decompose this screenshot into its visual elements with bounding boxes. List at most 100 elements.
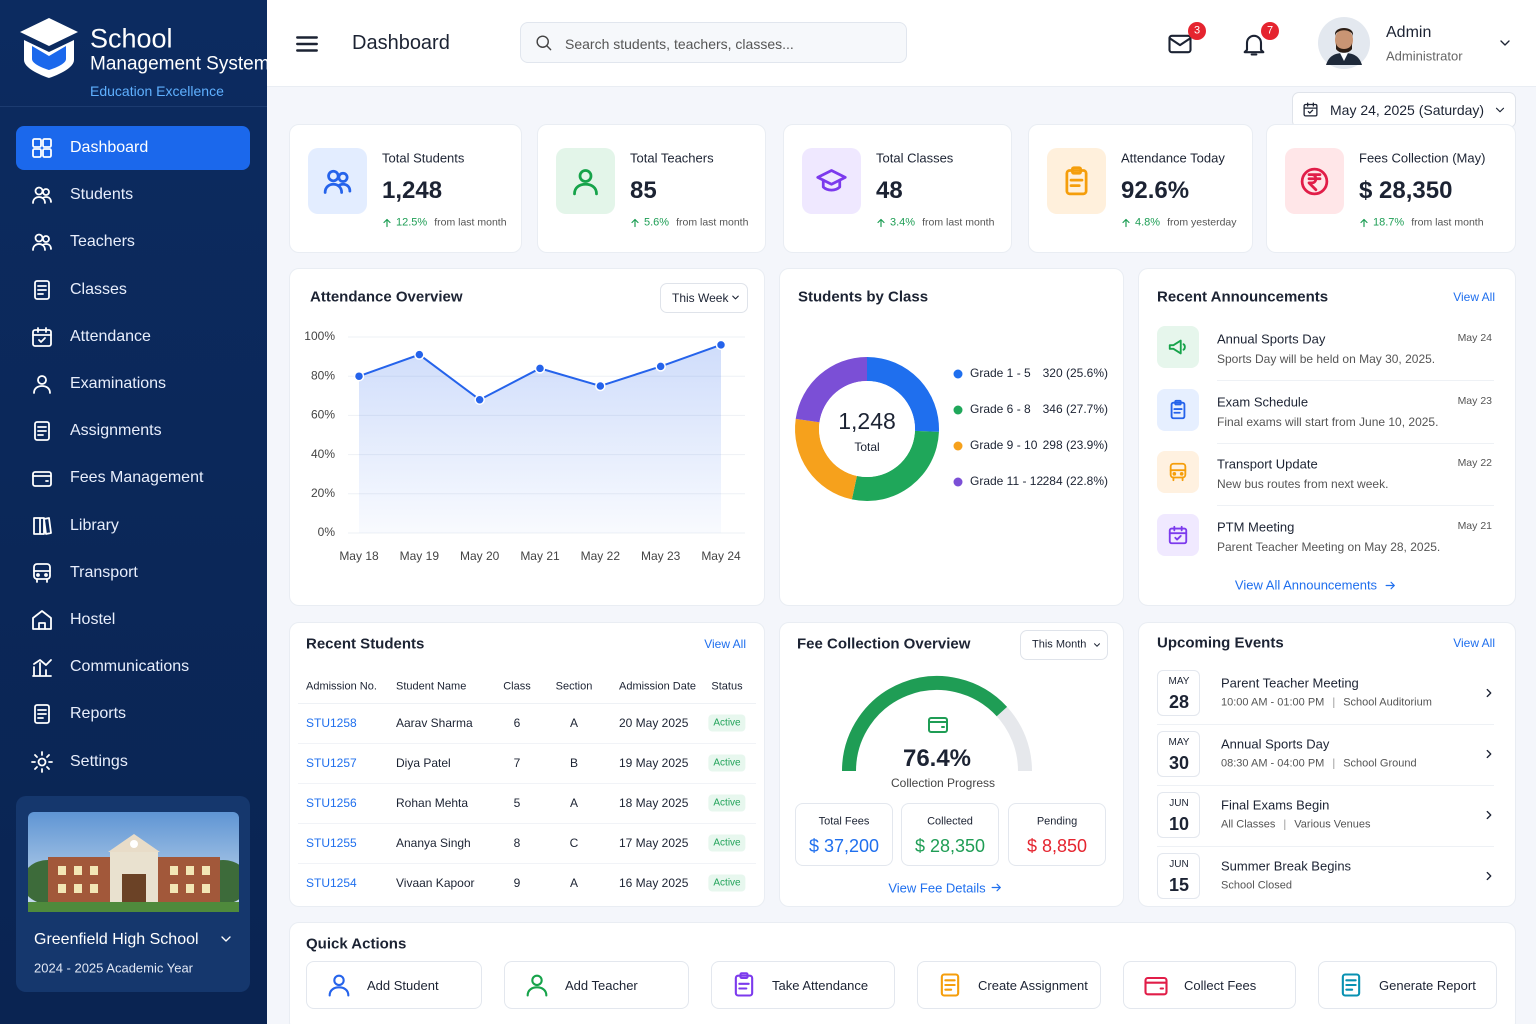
- divider: [1157, 785, 1494, 786]
- icon: [1168, 339, 1186, 355]
- quick-action[interactable]: Generate Report: [1318, 961, 1497, 1009]
- event-date: [1157, 731, 1200, 777]
- icon: [221, 936, 231, 942]
- card-title: Recent Announcements: [1157, 288, 1329, 306]
- event-date: [1157, 670, 1200, 716]
- stat-change: 3.4%: [890, 216, 916, 229]
- events-card: [1138, 622, 1516, 907]
- event-title: Annual Sports Day: [1221, 736, 1330, 752]
- admission-link: STU1256: [306, 796, 357, 810]
- nav-item[interactable]: Reports: [16, 692, 250, 736]
- menu-button: [296, 36, 318, 52]
- avatar: [1318, 17, 1370, 69]
- stat-value: $ 28,350: [1359, 177, 1453, 204]
- column-header: Section: [555, 680, 593, 693]
- announcement-icon: [1157, 451, 1199, 494]
- quick-action[interactable]: Create Assignment: [917, 961, 1101, 1009]
- icon: [34, 279, 50, 300]
- logo: [20, 18, 78, 78]
- icon: [323, 169, 352, 194]
- nav-item[interactable]: Transport: [16, 551, 250, 595]
- quick-action[interactable]: Add Teacher: [504, 961, 689, 1009]
- quick-action[interactable]: Add Student: [306, 961, 482, 1009]
- status-badge: Active: [708, 754, 746, 772]
- nav-label: Classes: [70, 280, 127, 298]
- nav-item[interactable]: Dashboard: [16, 126, 250, 170]
- event-open: [1486, 688, 1492, 698]
- column-header: Admission No.: [306, 680, 377, 693]
- separator: |: [1332, 757, 1336, 770]
- icon: [31, 750, 53, 773]
- admission-link: STU1254: [306, 876, 357, 890]
- cell: A: [569, 796, 579, 810]
- nav-label: Dashboard: [70, 139, 149, 156]
- divider: [298, 863, 756, 864]
- fee-box: [901, 803, 999, 866]
- nav-item[interactable]: Settings: [16, 740, 250, 784]
- search-box[interactable]: [520, 22, 907, 63]
- divider: [1217, 505, 1494, 507]
- icon: [33, 516, 52, 535]
- admission-link: STU1257: [306, 756, 357, 770]
- icon: [34, 704, 50, 725]
- nav-item[interactable]: Hostel: [16, 598, 250, 642]
- cell: Ananya Singh: [396, 836, 471, 850]
- nav-item[interactable]: Attendance: [16, 315, 250, 359]
- cell: 17 May 2025: [619, 836, 689, 850]
- stat-change: 5.6%: [644, 216, 670, 229]
- event-open: [1486, 810, 1492, 820]
- quick-action-label: Add Teacher: [565, 977, 638, 993]
- cell: 7: [513, 756, 521, 770]
- brand-subtitle: Management System: [90, 53, 270, 75]
- school-image: [28, 812, 239, 912]
- event-date: [1157, 792, 1200, 838]
- nav-item[interactable]: Library: [16, 504, 250, 548]
- icon: [573, 169, 598, 196]
- range-filter[interactable]: [1020, 630, 1108, 660]
- nav-item[interactable]: Students: [16, 173, 250, 217]
- event-time: All Classes: [1221, 818, 1276, 831]
- icon: [1303, 102, 1318, 117]
- cell: Vivaan Kapoor: [396, 876, 475, 890]
- date-picker[interactable]: [1292, 92, 1516, 128]
- icon: [1360, 218, 1368, 228]
- announcement-date: May 24: [1457, 331, 1492, 344]
- cell: 8: [513, 836, 521, 850]
- cell: 16 May 2025: [619, 876, 689, 890]
- nav-label: Settings: [70, 752, 128, 770]
- event-day: 30: [1168, 753, 1190, 773]
- page-title: Dashboard: [352, 32, 450, 54]
- quick-action[interactable]: Collect Fees: [1123, 961, 1296, 1009]
- event-meta: All Classes | Various Venues: [1221, 818, 1371, 831]
- stat-note: from last month: [1411, 216, 1484, 229]
- nav-item[interactable]: Teachers: [16, 220, 250, 264]
- announcement-date: May 22: [1457, 457, 1492, 470]
- icon: [33, 375, 51, 394]
- notification-count: 7: [1266, 24, 1274, 37]
- cell: Aarav Sharma: [396, 716, 473, 730]
- separator: |: [1332, 696, 1336, 709]
- nav-item[interactable]: Assignments: [16, 409, 250, 453]
- event-meta: 08:30 AM - 04:00 PM | School Ground: [1221, 757, 1417, 770]
- stat-change-row: 12.5% from last month: [396, 216, 507, 229]
- nav-label: Hostel: [70, 611, 116, 628]
- stat-note: from last month: [434, 216, 507, 229]
- stat-note: from last month: [922, 216, 995, 229]
- nav-item[interactable]: Communications: [16, 645, 250, 689]
- view-all-announcements: View All Announcements: [1234, 577, 1378, 593]
- divider: [298, 823, 756, 824]
- attendance-card: [289, 268, 765, 606]
- status-badge: Active: [708, 874, 746, 892]
- divider: [298, 783, 756, 784]
- nav-item[interactable]: Fees Management: [16, 456, 250, 500]
- quick-action[interactable]: Take Attendance: [711, 961, 895, 1009]
- range-filter[interactable]: [660, 283, 748, 313]
- nav-item[interactable]: Classes: [16, 268, 250, 312]
- column-header: Admission Date: [619, 680, 697, 693]
- stat-change-row: 5.6% from last month: [644, 216, 748, 229]
- icon: [732, 295, 739, 300]
- nav-item[interactable]: Examinations: [16, 362, 250, 406]
- nav-label: Library: [70, 516, 119, 534]
- icon: [32, 326, 52, 347]
- card-title: Upcoming Events: [1157, 634, 1284, 652]
